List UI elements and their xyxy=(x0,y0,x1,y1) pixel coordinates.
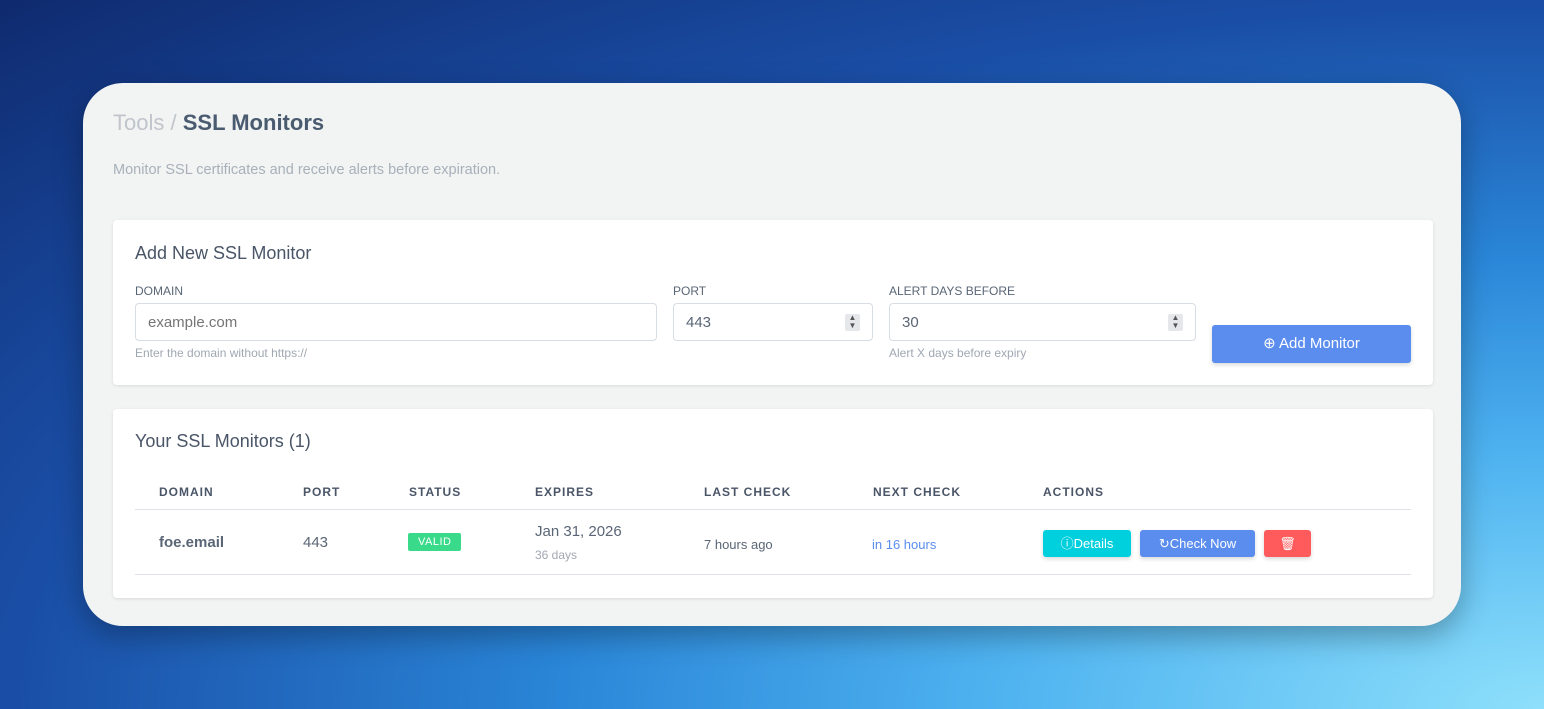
add-monitor-title: Add New SSL Monitor xyxy=(135,243,312,263)
col-port: PORT xyxy=(303,485,341,499)
col-last-check: LAST CHECK xyxy=(704,485,792,499)
info-icon: ⓘ xyxy=(1060,536,1074,551)
status-badge: VALID xyxy=(408,533,462,551)
details-button[interactable]: ⓘDetails xyxy=(1043,530,1131,557)
table-header: DOMAIN PORT STATUS EXPIRES LAST CHECK NE… xyxy=(135,474,1411,510)
breadcrumb-separator: / xyxy=(170,110,177,135)
alert-days-stepper-icon[interactable]: ▲ ▼ xyxy=(1168,314,1183,331)
row-domain: foe.email xyxy=(159,534,225,551)
row-next-check: in 16 hours xyxy=(872,537,937,552)
check-now-button[interactable]: ↻Check Now xyxy=(1140,530,1255,557)
row-last-check: 7 hours ago xyxy=(704,537,773,552)
col-expires: EXPIRES xyxy=(535,485,595,499)
port-input[interactable]: 443 ▲ ▼ xyxy=(673,303,873,341)
col-next-check: NEXT CHECK xyxy=(873,485,962,499)
monitors-card: Your SSL Monitors (1) DOMAIN PORT STATUS… xyxy=(113,409,1433,598)
page-title: SSL Monitors xyxy=(182,110,325,135)
breadcrumb-parent[interactable]: Tools xyxy=(113,110,165,135)
table-row: foe.email 443 VALID Jan 31, 2026 36 days… xyxy=(135,510,1411,575)
port-value: 443 xyxy=(686,314,712,331)
alert-days-label: ALERT DAYS BEFORE xyxy=(889,284,1016,298)
monitors-title: Your SSL Monitors (1) xyxy=(135,431,311,451)
col-domain: DOMAIN xyxy=(159,485,214,499)
page-subtitle: Monitor SSL certificates and receive ale… xyxy=(113,162,501,178)
row-expires: Jan 31, 2026 xyxy=(535,523,622,540)
port-stepper-icon[interactable]: ▲ ▼ xyxy=(845,314,860,331)
details-label: Details xyxy=(1073,536,1114,551)
col-status: STATUS xyxy=(409,485,462,499)
alert-days-value: 30 xyxy=(902,314,919,331)
domain-label: DOMAIN xyxy=(135,284,183,298)
breadcrumb: Tools / SSL Monitors xyxy=(113,110,324,136)
row-port: 443 xyxy=(303,534,329,551)
refresh-icon: ↻ xyxy=(1158,536,1170,551)
add-monitor-button[interactable]: ⊕ Add Monitor xyxy=(1212,325,1411,363)
add-monitor-card: Add New SSL Monitor DOMAIN Enter the dom… xyxy=(113,220,1433,385)
app-window: Tools / SSL Monitors Monitor SSL certifi… xyxy=(83,83,1461,626)
add-monitor-label: Add Monitor xyxy=(1279,335,1360,352)
delete-button[interactable]: 🗑 xyxy=(1264,530,1311,557)
alert-days-help: Alert X days before expiry xyxy=(889,346,1027,360)
trash-icon: 🗑 xyxy=(1279,536,1296,551)
domain-input[interactable] xyxy=(135,303,657,341)
check-now-label: Check Now xyxy=(1169,536,1237,551)
port-label: PORT xyxy=(673,284,707,298)
alert-days-input[interactable]: 30 ▲ ▼ xyxy=(889,303,1196,341)
domain-help: Enter the domain without https:// xyxy=(135,346,308,360)
row-expires-in: 36 days xyxy=(535,548,578,562)
plus-circle-icon: ⊕ xyxy=(1263,335,1276,352)
col-actions: ACTIONS xyxy=(1043,485,1104,499)
